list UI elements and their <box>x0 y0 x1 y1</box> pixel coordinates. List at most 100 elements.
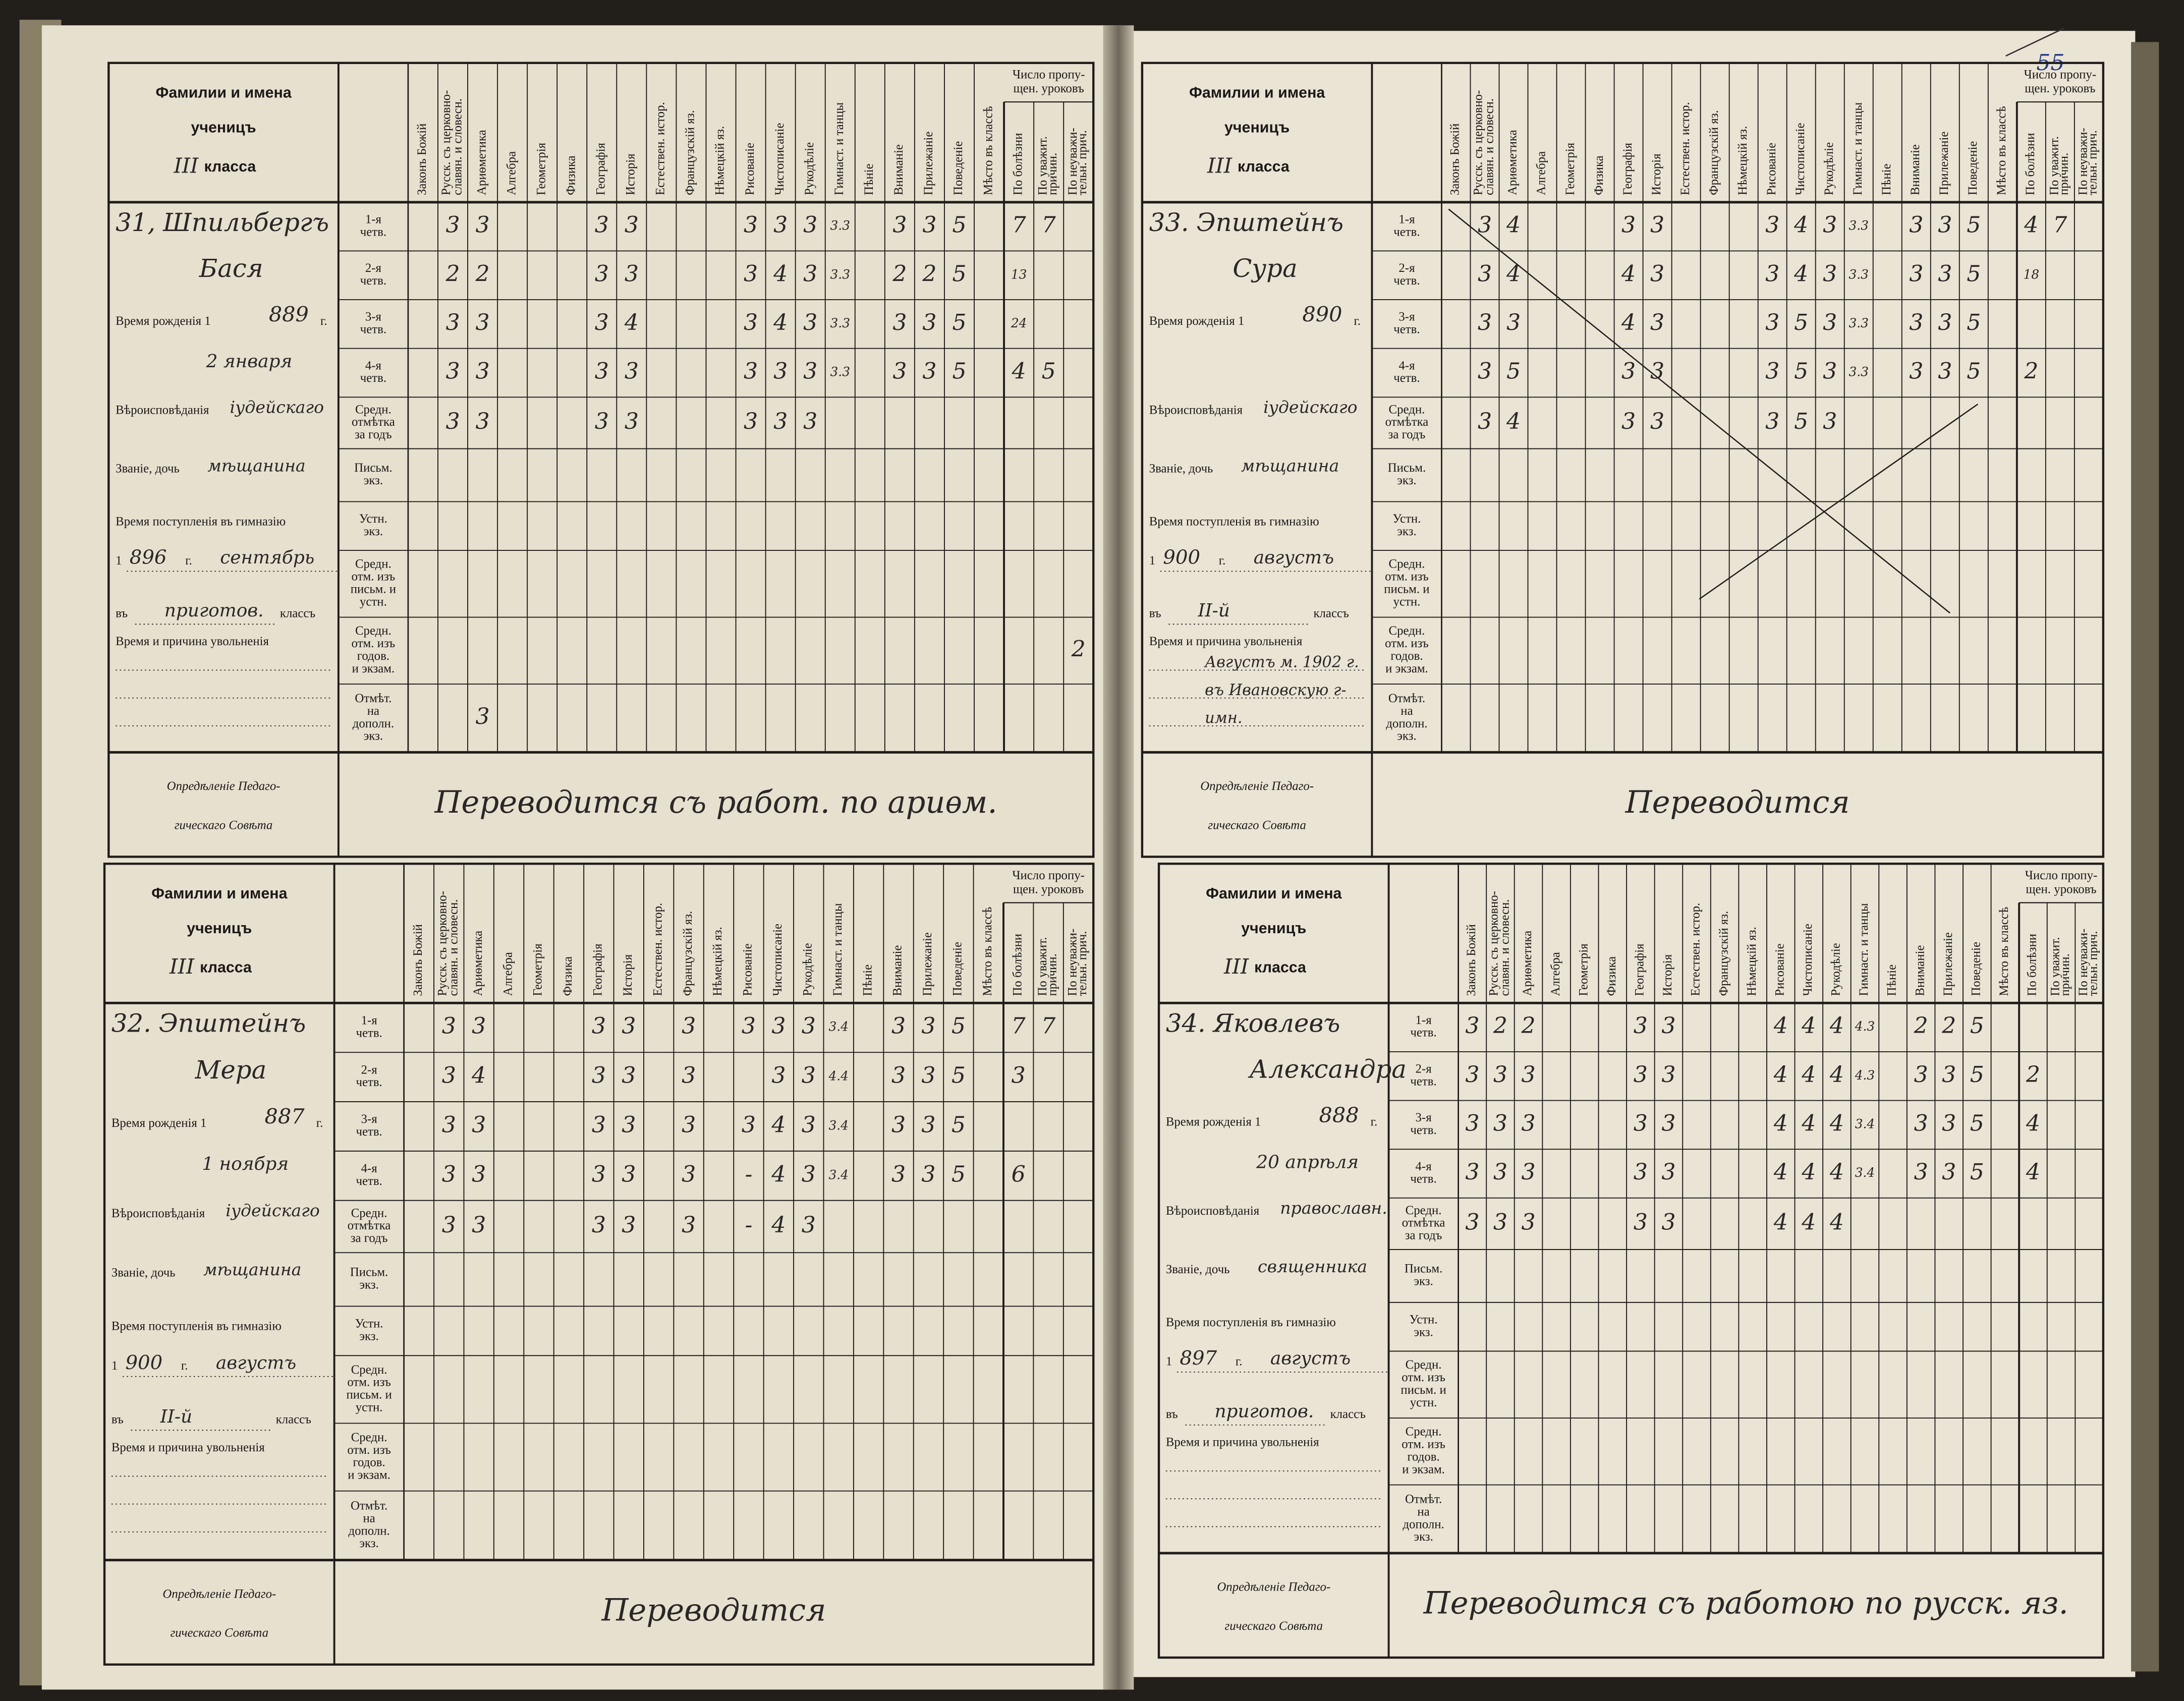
decision: Переводится <box>601 1593 826 1628</box>
decision-label: гическаго Совѣта <box>1225 1619 1323 1633</box>
form-block <box>103 863 1095 1666</box>
period-label: Отмѣт. <box>1388 692 1425 705</box>
form-block <box>1157 863 2105 1659</box>
decision: Переводится <box>1625 785 1850 820</box>
grade: 3 <box>1823 409 1837 434</box>
subject-header: Чистописаніе <box>1801 924 1815 996</box>
absence-header: Число пропу- <box>2025 869 2098 882</box>
period-label: четв. <box>360 371 386 385</box>
grade: 4 <box>624 310 639 335</box>
header-title: Фамилии и имена <box>155 84 292 101</box>
subject-header: Географія <box>591 944 605 996</box>
period-label: и экзам. <box>1385 662 1428 675</box>
birth-date: 2 января <box>206 351 293 372</box>
absence-col-header: тельн. прич. <box>1076 931 1089 996</box>
grade: 3 <box>802 1013 816 1039</box>
grade: 13 <box>1011 267 1027 281</box>
grade: 3 <box>682 1161 696 1187</box>
student-first-name: Александра <box>1248 1055 1406 1084</box>
grade: 3 <box>622 1161 636 1187</box>
grade: 4 <box>1801 1209 1816 1235</box>
period-label: четв. <box>356 1125 382 1139</box>
grade: 3 <box>476 359 490 384</box>
subject-header: Ариѳметика <box>1521 931 1534 996</box>
subject-header: Пѣніе <box>861 965 874 996</box>
absence-col-header: По болѣзни <box>2024 133 2037 195</box>
estate-label: Званіе, дочь <box>1166 1263 1230 1276</box>
period-label: экз. <box>359 1537 378 1550</box>
period-label: 1-я <box>1398 212 1415 226</box>
subject-header: Исторія <box>1650 153 1663 195</box>
grade: 4 <box>1829 1062 1844 1088</box>
student-surname: Эпштейнъ <box>1197 208 1343 237</box>
birth-date: 1 ноября <box>202 1154 289 1174</box>
absence-col-header: По неуважи- <box>2077 929 2090 996</box>
period-label: четв. <box>1393 323 1420 336</box>
grade: 3 <box>744 261 758 287</box>
subject-header: Законъ Божій <box>1448 124 1462 195</box>
period-label: за годъ <box>355 428 392 441</box>
entry-label: Время поступленія въ гимназію <box>111 1320 282 1333</box>
class-prefix: въ <box>1166 1407 1178 1421</box>
grade: 3 <box>921 1013 935 1039</box>
period-label: Средн. <box>355 557 391 571</box>
period-label: Письм. <box>350 1266 388 1279</box>
grade: 3 <box>1909 261 1923 287</box>
period-label: 3-я <box>1416 1111 1432 1124</box>
grade: 2 <box>475 261 490 287</box>
period-label: годов. <box>1390 649 1423 663</box>
grade: 3 <box>892 359 907 384</box>
grade: 4 <box>2026 1110 2040 1136</box>
grade: 2 <box>445 261 460 287</box>
period-label: четв. <box>1410 1172 1436 1186</box>
grade: 2 <box>1493 1013 1507 1039</box>
grade: 4 <box>2024 212 2038 238</box>
subject-header: Чистописаніе <box>773 123 787 196</box>
period-label: 2-я <box>365 261 381 275</box>
grade: 3 <box>472 1013 486 1039</box>
absence-col-header: По уважит. <box>2049 937 2062 996</box>
grade: 3 <box>442 1112 456 1138</box>
religion-label: Вѣроисповѣданія <box>1149 404 1243 417</box>
absence-col-header: По уважит. <box>1036 136 1050 195</box>
grade: 4.3 <box>1855 1068 1875 1083</box>
class-suffix: класса <box>204 158 256 175</box>
grade: 3 <box>773 359 788 384</box>
grade: 3 <box>595 310 609 335</box>
subject-header: Чистописаніе <box>1794 123 1807 196</box>
subject-header: Вниманіе <box>892 144 906 195</box>
period-label: отмѣтка <box>348 1219 391 1232</box>
period-label: Средн. <box>351 1206 387 1220</box>
subject-header: славян. и словесн. <box>1483 98 1496 195</box>
subject-header: Геометрія <box>1563 143 1577 195</box>
class-label: классъ <box>280 607 316 620</box>
subject-header: славян. и словесн. <box>451 98 464 195</box>
grade: 4 <box>1801 1013 1816 1039</box>
period-label: устн. <box>360 595 387 608</box>
grade: 3 <box>625 409 639 434</box>
grade: 5 <box>951 1063 966 1089</box>
grade: 3 <box>802 1161 816 1187</box>
grade: 24 <box>1011 316 1027 330</box>
absence-col-header: По болѣзни <box>2026 934 2039 996</box>
grade: 2 <box>1521 1013 1535 1039</box>
year-suffix: г. <box>316 1116 323 1130</box>
subject-header: Естествен. истор. <box>1678 102 1692 195</box>
subject-header: Прилежаніе <box>1941 932 1955 996</box>
entry-class: приготов. <box>1214 1401 1314 1422</box>
period-label: письм. и <box>351 582 396 596</box>
subject-header: Алгебра <box>505 151 518 195</box>
period-label: отм. изъ <box>1385 570 1429 584</box>
entry-label: Время поступленія въ гимназію <box>1166 1316 1336 1329</box>
grade: 4 <box>1621 310 1636 335</box>
estate: мѣщанина <box>203 1260 301 1279</box>
period-label: 4-я <box>1416 1160 1432 1173</box>
period-label: устн. <box>356 1400 383 1414</box>
estate: священника <box>1258 1257 1367 1276</box>
period-label: четв. <box>1393 371 1420 385</box>
student-number: 31, <box>116 208 155 237</box>
subject-header: Рисованіе <box>1765 143 1778 195</box>
estate-label: Званіе, дочь <box>1149 462 1213 476</box>
header-title: ученицъ <box>191 120 256 136</box>
grade: 3 <box>476 704 490 729</box>
